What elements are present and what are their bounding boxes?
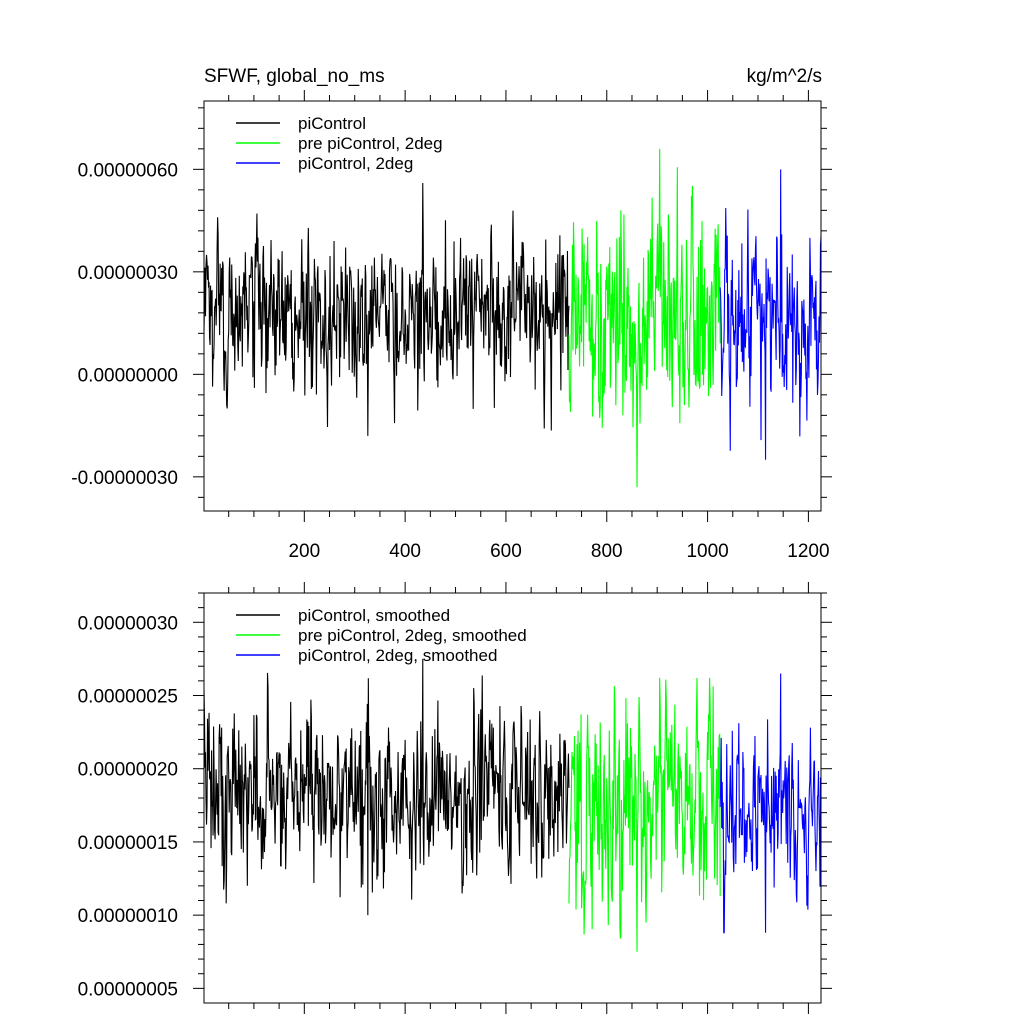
legend-label: piControl, 2deg: [298, 154, 413, 173]
series-line-picontrol-2deg-smoothed: [719, 673, 822, 934]
x-tick-label: 800: [591, 541, 623, 562]
plot-frame: [203, 100, 822, 512]
x-tick-label: 1200: [787, 541, 829, 562]
legend-label: pre piControl, 2deg: [298, 134, 443, 153]
y-tick-label: 0.00000020: [78, 760, 178, 781]
y-tick-label: 0.00000010: [78, 906, 178, 927]
legend-label: piControl: [298, 114, 366, 133]
legend-label: piControl, 2deg, smoothed: [298, 646, 497, 665]
series-line-picontrol-2deg: [719, 169, 822, 460]
y-tick-label: 0.00000015: [78, 833, 178, 854]
y-tick-label: -0.00000030: [71, 468, 178, 489]
y-tick-label: 0.00000030: [78, 613, 178, 634]
y-tick-label: 0.00000030: [78, 263, 178, 284]
legend-label: pre piControl, 2deg, smoothed: [298, 626, 527, 645]
chart-title: SFWF, global_no_ms: [204, 66, 385, 87]
units-label: kg/m^2/s: [747, 66, 822, 87]
x-tick-label: 600: [490, 541, 522, 562]
y-tick-label: 0.00000060: [78, 160, 178, 181]
bottom-panel: 0.00000005 0.00000010 0.00000015 0.00000020…: [78, 582, 832, 1014]
series-line-pre-picontrol-2deg: [568, 148, 721, 488]
top-panel: 200 400 600 800 1000 1200 -0.00000030 0.0000000…: [71, 90, 832, 562]
x-tick-label: 400: [389, 541, 421, 562]
x-tick-label: 200: [288, 541, 320, 562]
series-line-picontrol-smoothed: [203, 658, 570, 916]
y-tick-label: 0.00000005: [78, 979, 178, 1000]
series-line-picontrol: [203, 182, 570, 436]
legend-label: piControl, smoothed: [298, 606, 450, 625]
x-tick-label: 1000: [686, 541, 728, 562]
series-line-pre-picontrol-2deg-smoothed: [568, 677, 721, 952]
y-tick-label: 0.00000000: [78, 365, 178, 386]
y-tick-label: 0.00000025: [78, 687, 178, 708]
